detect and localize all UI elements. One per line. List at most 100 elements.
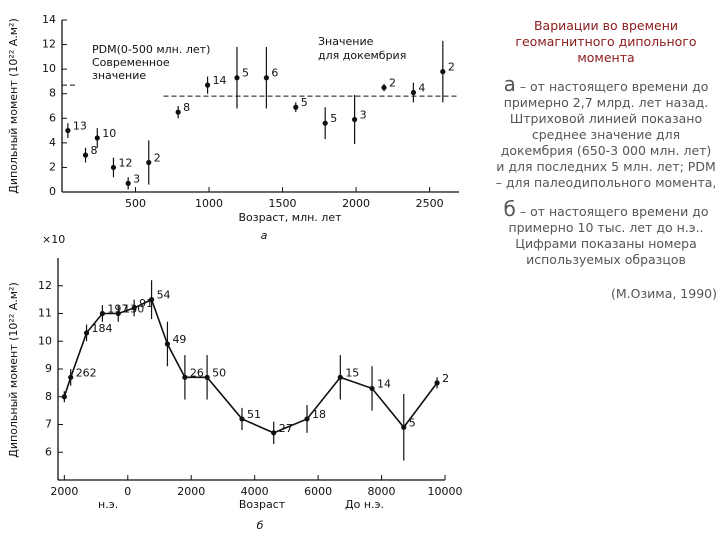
point xyxy=(182,374,188,380)
point xyxy=(146,159,152,166)
y-tick-label: 2 xyxy=(49,160,56,173)
point xyxy=(99,310,106,317)
point-label: 10 xyxy=(102,127,116,140)
y-tick-label: 12 xyxy=(38,279,52,292)
point xyxy=(369,385,375,392)
point-label: 12 xyxy=(118,156,132,169)
item-text: – от настоящего времени до примерно 2,7 … xyxy=(495,79,717,190)
point-label: 5 xyxy=(242,67,249,80)
point-label: 54 xyxy=(157,289,171,302)
point xyxy=(234,75,240,81)
point xyxy=(381,84,387,91)
point xyxy=(352,116,358,123)
point-label: 18 xyxy=(312,408,326,421)
point xyxy=(401,424,407,430)
caption-title: Вариации во времени геомагнитного диполь… xyxy=(515,18,697,65)
annotation: значение xyxy=(92,69,146,82)
point xyxy=(175,109,181,115)
x-tick-label: 2000 xyxy=(50,485,78,498)
point-label: 262 xyxy=(76,366,97,379)
point xyxy=(82,152,89,158)
point-label: 6 xyxy=(271,67,278,80)
y-tick-label: 9 xyxy=(45,362,52,375)
item-letter: б xyxy=(503,197,516,221)
annotation: PDM(0-500 млн. лет) xyxy=(92,43,210,56)
x-tick-label: 6000 xyxy=(304,485,332,498)
point-label: 3 xyxy=(133,172,140,185)
point xyxy=(410,89,417,96)
point xyxy=(440,69,446,75)
caption: Вариации во времени геомагнитного диполь… xyxy=(495,18,717,302)
x-tick-label: 0 xyxy=(124,485,131,498)
point-label: 14 xyxy=(213,74,227,87)
y-tick-label: 7 xyxy=(45,418,52,431)
point-label: 27 xyxy=(279,422,293,435)
x-axis-label: Возраст xyxy=(239,498,286,511)
point xyxy=(131,305,137,311)
x-tick-label: 2500 xyxy=(416,197,444,210)
y-tick-label: 8 xyxy=(49,87,56,100)
point xyxy=(271,430,277,436)
point xyxy=(148,297,155,303)
x-tick-label: 10000 xyxy=(428,485,463,498)
point-label: 5 xyxy=(409,416,416,429)
point xyxy=(164,341,171,347)
item-letter: а xyxy=(503,72,516,96)
panel-label: б xyxy=(257,519,264,532)
point xyxy=(322,120,328,126)
caption-source: (М.Озима, 1990) xyxy=(611,286,717,301)
annotation: для докембрия xyxy=(318,49,406,62)
point xyxy=(125,180,131,186)
point xyxy=(434,380,440,386)
annotation: Современное xyxy=(92,56,170,69)
x-axis-label: Возраст, млн. лет xyxy=(238,211,342,224)
point xyxy=(204,82,211,88)
y-tick-label: 12 xyxy=(42,38,56,51)
x-tick-label: 2000 xyxy=(177,485,205,498)
point-label: 13 xyxy=(73,120,87,133)
x-tick-label: 1000 xyxy=(195,197,223,210)
point-label: 8 xyxy=(91,144,98,157)
point-label: 50 xyxy=(212,366,226,379)
x-tick-label: 2000 xyxy=(342,197,370,210)
y-axis-label: Дипольный момент (10²² А.м²) xyxy=(7,282,20,458)
point-label: 5 xyxy=(301,96,308,109)
annotation: ×10 xyxy=(42,233,65,246)
y-tick-label: 6 xyxy=(45,445,52,458)
point-label: 26 xyxy=(190,366,204,379)
point xyxy=(83,330,90,336)
point-label: 49 xyxy=(172,333,186,346)
point-label: 3 xyxy=(360,109,367,122)
y-tick-label: 0 xyxy=(49,185,56,198)
point-label: 2 xyxy=(154,152,161,165)
point xyxy=(239,416,245,422)
y-tick-label: 6 xyxy=(49,111,56,124)
point xyxy=(61,394,67,400)
point-label: 5 xyxy=(330,112,337,125)
y-tick-label: 14 xyxy=(42,13,56,26)
x-tick-label: 8000 xyxy=(368,485,396,498)
y-axis-label: Дипольный момент (10²² А.м²) xyxy=(7,18,20,194)
y-tick-label: 10 xyxy=(38,334,52,347)
point-label: 4 xyxy=(418,81,425,94)
y-tick-label: 4 xyxy=(49,136,56,149)
y-tick-label: 8 xyxy=(45,390,52,403)
y-tick-label: 11 xyxy=(38,307,52,320)
caption-item: а – от настоящего времени до примерно 2,… xyxy=(495,74,717,191)
point xyxy=(115,310,121,317)
point xyxy=(68,374,74,380)
caption-item: б – от настоящего времени до примерно 10… xyxy=(495,199,717,268)
point-label: 8 xyxy=(183,101,190,114)
point-label: 15 xyxy=(345,366,359,379)
annotation: Значение xyxy=(318,35,374,48)
point xyxy=(263,75,269,81)
y-tick-label: 10 xyxy=(42,62,56,75)
x-tick-label: 4000 xyxy=(241,485,269,498)
point-label: 2 xyxy=(442,372,449,385)
annotation: До н.э. xyxy=(345,498,384,511)
x-tick-label: 500 xyxy=(125,197,146,210)
point xyxy=(204,374,210,380)
x-tick-label: 1500 xyxy=(269,197,297,210)
